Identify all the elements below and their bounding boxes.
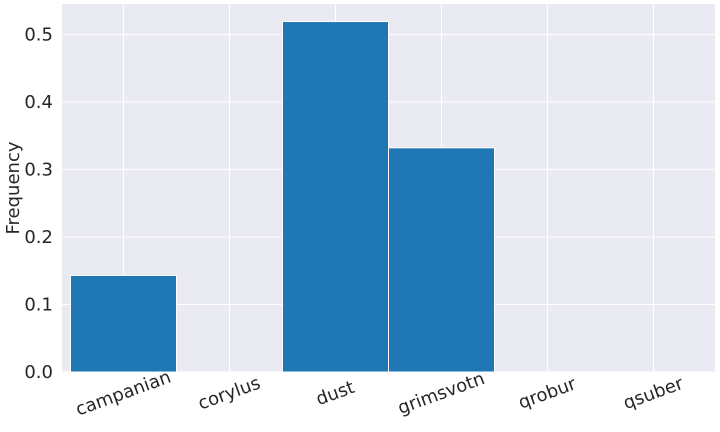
x-tick-label-campanian: campanian bbox=[73, 367, 174, 421]
bar-dust bbox=[281, 21, 389, 373]
x-tick-label-grimsvotn: grimsvotn bbox=[395, 368, 488, 419]
y-axis-label: Frequency bbox=[3, 141, 24, 234]
y-tick-label: 0.2 bbox=[24, 227, 53, 248]
y-tick-labels: 0.0 0.1 0.2 0.3 0.4 0.5 bbox=[24, 24, 53, 383]
bar-campanian bbox=[69, 274, 177, 373]
y-tick-label: 0.4 bbox=[24, 92, 53, 113]
x-tick-label-corylus: corylus bbox=[195, 373, 263, 415]
y-tick-label: 0.5 bbox=[24, 24, 53, 45]
y-tick-label: 0.1 bbox=[24, 294, 53, 315]
y-tick-label: 0.0 bbox=[24, 362, 53, 383]
bar-grimsvotn bbox=[388, 147, 496, 373]
x-tick-labels: campanian corylus dust grimsvotn qrobur qsube… bbox=[73, 367, 687, 421]
bars bbox=[69, 21, 496, 373]
x-tick-label-qrobur: qrobur bbox=[516, 373, 580, 413]
y-tick-label: 0.3 bbox=[24, 159, 53, 180]
x-tick-label-qsuber: qsuber bbox=[621, 373, 687, 414]
x-tick-label-dust: dust bbox=[313, 377, 357, 410]
